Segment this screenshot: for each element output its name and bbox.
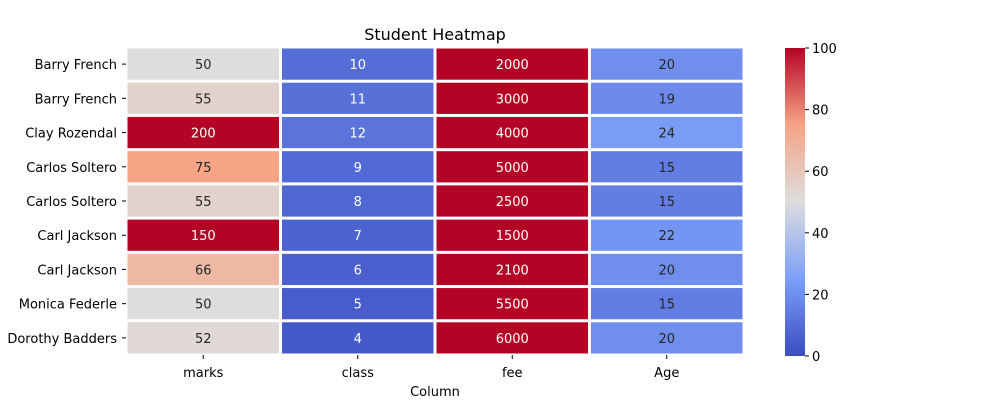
cell-value-label: 20 — [658, 58, 675, 73]
heatmap-cell — [436, 219, 588, 251]
cell-value-label: 20 — [658, 263, 675, 278]
row-tick-label: Clay Rozendal — [25, 127, 117, 142]
cell-value-label: 50 — [195, 58, 212, 73]
cell-value-label: 5000 — [496, 161, 529, 176]
cell-value-label: 66 — [195, 263, 212, 278]
heatmap-cell — [436, 253, 588, 286]
heatmap-cell — [282, 253, 434, 286]
heatmap-cell — [282, 219, 434, 251]
heatmap-cell — [282, 322, 434, 354]
heatmap-cell — [127, 219, 279, 251]
colorbar-tick-label: 80 — [812, 104, 829, 119]
cell-value-label: 2000 — [496, 58, 529, 73]
cell-value-label: 55 — [195, 195, 212, 210]
colorbar-tick-label: 0 — [812, 350, 820, 365]
heatmap-cell — [591, 48, 743, 80]
heatmap-cell — [591, 288, 743, 320]
heatmap-cell — [282, 288, 434, 320]
heatmap-cell — [436, 151, 588, 183]
heatmap-cell — [591, 82, 743, 114]
cell-value-label: 200 — [191, 127, 216, 142]
heatmap-cell — [436, 48, 588, 80]
cell-value-label: 52 — [195, 332, 212, 347]
cell-value-label: 12 — [349, 127, 366, 142]
cell-value-label: 2100 — [496, 263, 529, 278]
column-tick-labels: marks class fee Age — [183, 355, 679, 381]
cell-value-label: 15 — [658, 195, 675, 210]
column-tick-label: fee — [502, 366, 523, 381]
cell-value-label: 5500 — [496, 298, 529, 313]
heatmap-cell — [282, 82, 434, 114]
heatmap-cell — [127, 48, 279, 80]
row-tick-label: Carl Jackson — [37, 263, 117, 278]
cell-value-label: 19 — [658, 92, 675, 107]
heatmap-cell — [591, 253, 743, 286]
row-tick-label: Carlos Soltero — [26, 195, 117, 210]
heatmap-cell — [282, 185, 434, 217]
heatmap-cell — [591, 219, 743, 251]
colorbar-tick-label: 20 — [812, 288, 829, 303]
column-tick-label: marks — [183, 366, 224, 381]
row-tick-label: Monica Federle — [19, 298, 117, 313]
cell-value-label: 24 — [658, 127, 675, 142]
heatmap-cell — [127, 253, 279, 286]
heatmap-cell — [127, 82, 279, 114]
row-tick-label: Barry French — [35, 58, 117, 73]
cell-value-label: 4000 — [496, 127, 529, 142]
heatmap-cell — [436, 82, 588, 114]
cell-value-label: 6 — [354, 263, 362, 278]
heatmap-cell — [127, 185, 279, 217]
heatmap-cell — [591, 322, 743, 354]
colorbar: 0 20 40 60 80 100 — [785, 42, 837, 365]
heatmap-cell — [591, 116, 743, 149]
cell-value-label: 4 — [354, 332, 362, 347]
heatmap-cell — [282, 116, 434, 149]
heatmap-cell — [436, 116, 588, 149]
x-axis-label: Column — [410, 385, 460, 400]
cell-value-label: 3000 — [496, 92, 529, 107]
heatmap-cell — [282, 48, 434, 80]
cell-value-label: 150 — [191, 229, 216, 244]
cell-value-label: 50 — [195, 298, 212, 313]
column-tick-label: Age — [654, 366, 679, 381]
cell-value-label: 22 — [658, 229, 675, 244]
heatmap-cell — [127, 288, 279, 320]
cell-value-label: 15 — [658, 298, 675, 313]
heatmap-cell — [591, 185, 743, 217]
heatmap-cell — [436, 322, 588, 354]
cell-value-label: 20 — [658, 332, 675, 347]
cell-value-label: 2500 — [496, 195, 529, 210]
colorbar-tick-label: 40 — [812, 227, 829, 242]
cell-value-label: 5 — [354, 298, 362, 313]
cell-value-label: 6000 — [496, 332, 529, 347]
column-tick-label: class — [342, 366, 374, 381]
heatmap-cell — [127, 116, 279, 149]
cell-value-label: 15 — [658, 161, 675, 176]
colorbar-tick-label: 100 — [812, 42, 837, 57]
heatmap-cell — [127, 322, 279, 354]
row-tick-label: Barry French — [35, 92, 117, 107]
heatmap-cell — [436, 288, 588, 320]
heatmap-cell — [282, 151, 434, 183]
cell-value-label: 10 — [349, 58, 366, 73]
row-tick-label: Carl Jackson — [37, 229, 117, 244]
row-tick-label: Carlos Soltero — [26, 161, 117, 176]
heatmap-cell — [127, 151, 279, 183]
cell-value-label: 7 — [354, 229, 362, 244]
colorbar-tick-label: 60 — [812, 165, 829, 180]
heatmap-cell — [436, 185, 588, 217]
cell-value-label: 1500 — [496, 229, 529, 244]
cell-value-label: 9 — [354, 161, 362, 176]
row-tick-labels: Barry French Barry French Clay Rozendal Car… — [7, 58, 126, 347]
cell-value-label: 8 — [354, 195, 362, 210]
cell-value-label: 75 — [195, 161, 212, 176]
colorbar-gradient — [785, 48, 805, 356]
row-tick-label: Dorothy Badders — [7, 332, 117, 347]
cell-value-label: 55 — [195, 92, 212, 107]
cell-value-label: 11 — [349, 92, 366, 107]
chart-title: Student Heatmap — [364, 25, 506, 44]
heatmap-cell — [591, 151, 743, 183]
